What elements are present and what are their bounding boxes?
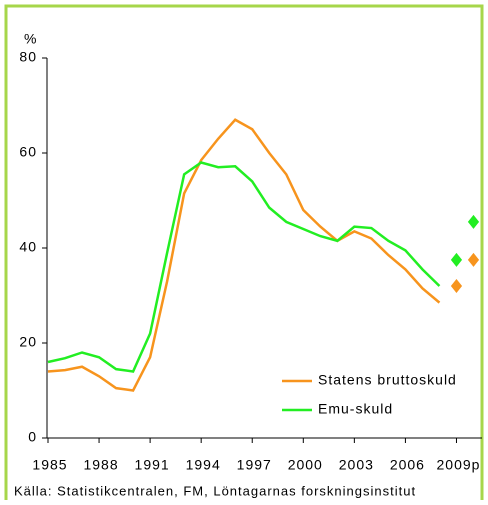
- series-line: [47, 161, 441, 373]
- y-tick-label: 0: [28, 429, 37, 445]
- x-tick-label: 1997: [237, 457, 272, 473]
- series-line: [47, 118, 441, 392]
- y-tick-label: 40: [19, 239, 37, 255]
- x-tick-label: 2009p: [437, 457, 481, 473]
- x-tick-label: 1994: [186, 457, 221, 473]
- forecast-marker: [467, 214, 480, 229]
- forecast-marker: [450, 252, 463, 267]
- source: Källa: Statistikcentralen, FM, Löntagarn…: [14, 483, 416, 498]
- x-tick-label: 1985: [32, 457, 67, 473]
- y-axis-label: %: [24, 31, 37, 47]
- legend-label: Statens bruttoskuld: [318, 372, 457, 388]
- x-tick-label: 1991: [135, 457, 170, 473]
- legend-label: Emu-skuld: [318, 401, 393, 417]
- x-tick-label: 2003: [339, 457, 374, 473]
- y-tick-label: 20: [19, 334, 37, 350]
- forecast-marker: [450, 279, 463, 293]
- frame: [4, 4, 484, 505]
- forecast-marker: [467, 252, 480, 267]
- y-tick-label: 60: [19, 144, 37, 160]
- x-tick-label: 2000: [288, 457, 323, 473]
- x-tick-label: 1988: [83, 457, 118, 473]
- y-tick-label: 80: [19, 49, 37, 65]
- x-tick-label: 2006: [390, 457, 425, 473]
